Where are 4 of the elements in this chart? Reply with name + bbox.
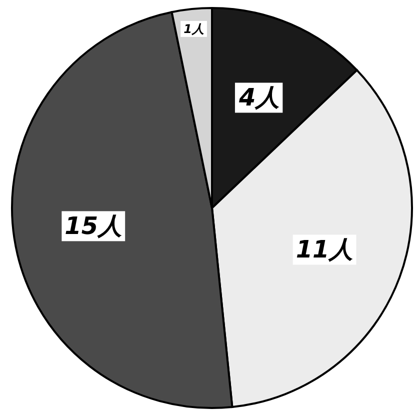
- data-label: 1人: [184, 22, 204, 36]
- data-label: 11人: [296, 236, 354, 264]
- data-label: 4人: [238, 84, 280, 112]
- data-label: 15人: [64, 212, 122, 240]
